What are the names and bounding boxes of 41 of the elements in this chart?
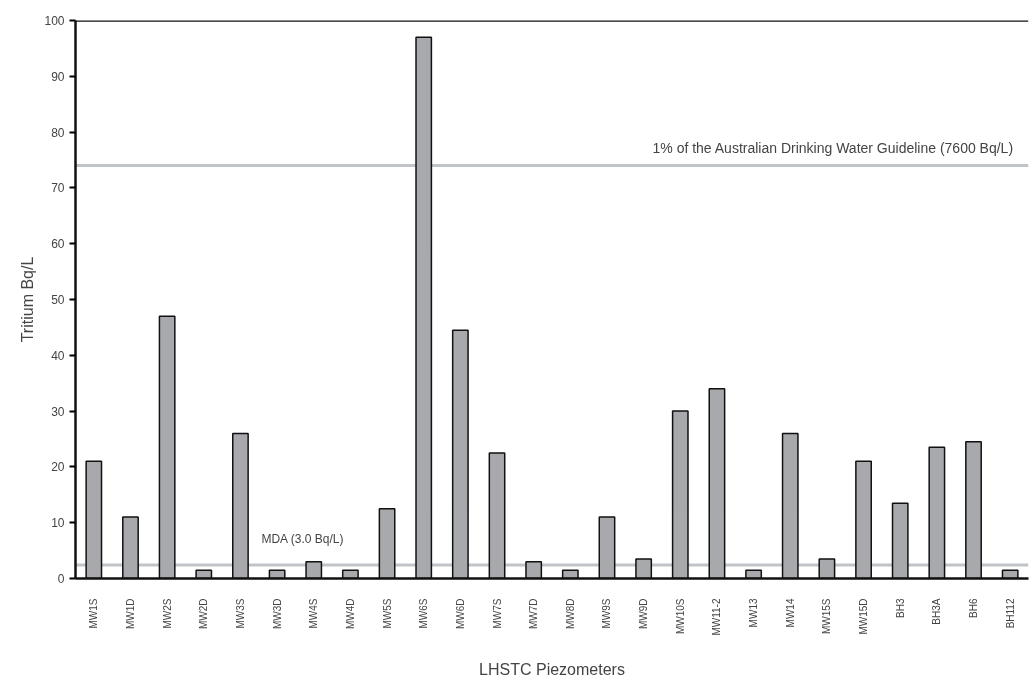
y-tick-label: 40 bbox=[51, 348, 65, 363]
x-tick-label: MW15D bbox=[858, 598, 870, 635]
y-tick-label: 0 bbox=[57, 572, 65, 586]
x-tick-label: MW2S bbox=[161, 598, 173, 629]
x-tick-label: MW10S bbox=[674, 598, 686, 635]
x-tick-label: MW1S bbox=[88, 598, 100, 629]
y-tick-label: 60 bbox=[51, 237, 65, 252]
x-tick-label: BH6 bbox=[968, 598, 980, 618]
x-tick-label: MW15S bbox=[821, 598, 833, 635]
y-tick-label: 50 bbox=[51, 293, 65, 307]
x-tick-label: MW2D bbox=[198, 598, 210, 630]
x-tick-label: MW7D bbox=[528, 598, 540, 630]
x-tick-label: MW8D bbox=[564, 598, 576, 630]
ref-line-label: MDA (3.0 Bq/L) bbox=[261, 531, 344, 546]
y-tick-label: 10 bbox=[51, 516, 65, 531]
y-axis-title: Tritium Bq/L bbox=[19, 256, 37, 343]
y-tick-label: 70 bbox=[51, 181, 65, 196]
x-tick-label: MW3S bbox=[234, 598, 246, 629]
x-tick-label: MW13 bbox=[748, 598, 760, 628]
x-tick-label: MW4D bbox=[344, 598, 356, 630]
x-tick-label: MW14 bbox=[784, 598, 796, 628]
x-tick-label: MW6D bbox=[454, 598, 466, 630]
y-tick-label: 20 bbox=[51, 460, 65, 475]
x-tick-label: MW6S bbox=[418, 598, 430, 629]
x-tick-label: BH3A bbox=[931, 598, 943, 625]
x-tick-label: MW3D bbox=[271, 598, 283, 630]
ref-line-label: 1% of the Australian Drinking Water Guideline (7600 Bq/L) bbox=[652, 139, 1014, 156]
y-tick-label: 30 bbox=[51, 404, 65, 419]
x-axis-title: LHSTC Piezometers bbox=[479, 660, 625, 678]
x-tick-label: MW7S bbox=[491, 598, 503, 629]
x-tick-label: MW1D bbox=[124, 598, 136, 630]
y-tick-label: 100 bbox=[44, 14, 65, 28]
x-tick-label: MW5S bbox=[381, 598, 393, 629]
x-tick-label: BH3 bbox=[894, 598, 906, 618]
x-tick-label: BH112 bbox=[1004, 598, 1016, 629]
x-tick-label: MW9D bbox=[638, 598, 650, 630]
y-tick-label: 90 bbox=[51, 69, 65, 84]
x-tick-label: MW11-2 bbox=[711, 598, 723, 636]
x-tick-label: MW4S bbox=[308, 598, 320, 629]
y-tick-label: 80 bbox=[51, 125, 65, 140]
x-tick-label: MW9S bbox=[601, 598, 613, 629]
